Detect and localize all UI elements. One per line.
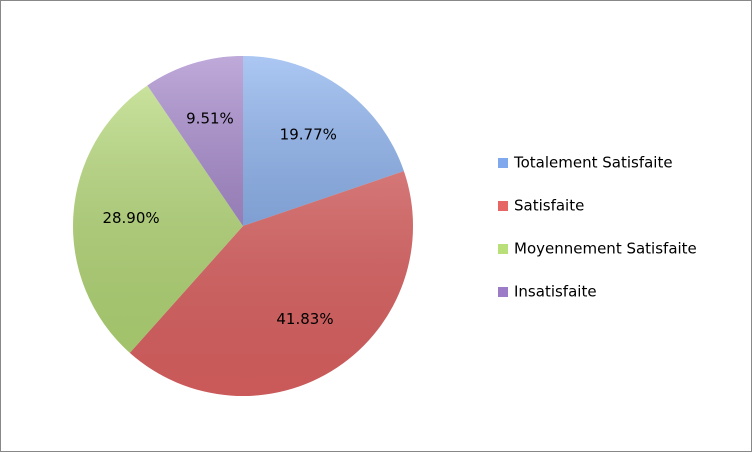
labels: 19.77% 41.83% 28.90% 9.51% Totalement Satisf… [102,109,696,328]
legend-label: Moyennement Satisfaite [514,240,697,258]
legend-swatch [498,158,508,168]
data-label: 28.90% [102,209,159,227]
data-label: 19.77% [280,125,337,143]
legend-label: Insatisfaite [514,283,597,301]
legend-label: Totalement Satisfaite [513,154,673,172]
legend-swatch [498,287,508,297]
data-label: 41.83% [276,310,333,328]
data-label: 9.51% [186,109,234,127]
legend-swatch [498,244,508,254]
legend-label: Satisfaite [514,197,584,215]
legend-swatch [498,201,508,211]
